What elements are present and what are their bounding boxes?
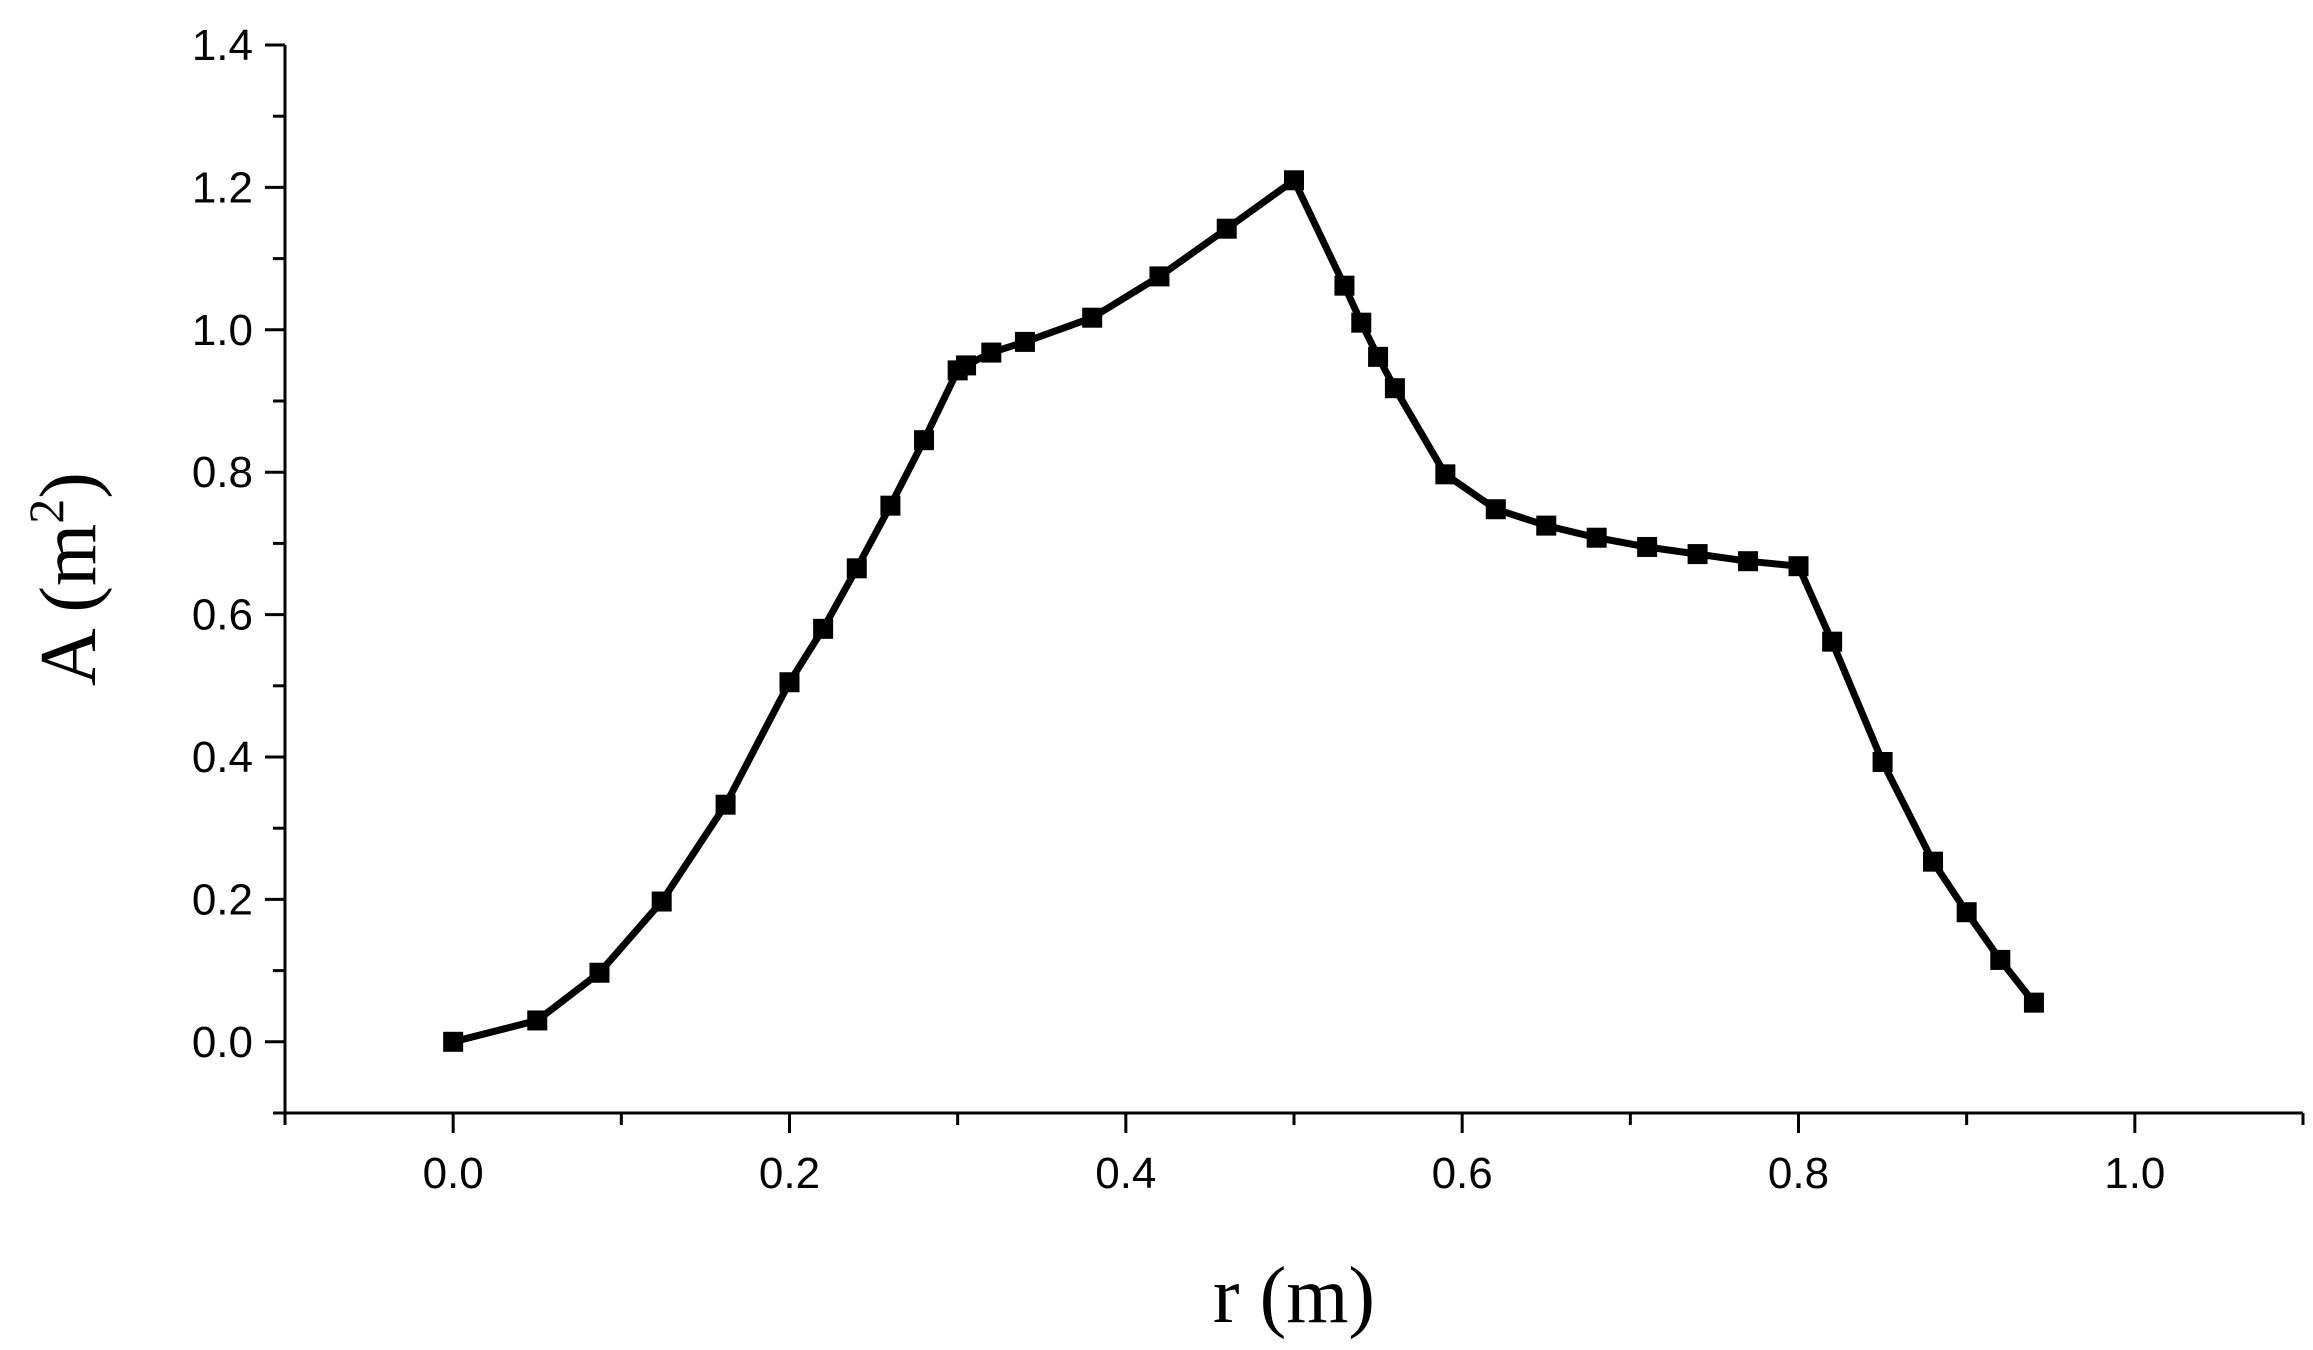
- data-point: [2023, 992, 2044, 1013]
- data-point: [443, 1031, 464, 1052]
- y-axis-title-sup: 2: [18, 499, 74, 524]
- data-point: [1284, 170, 1304, 191]
- data-point: [981, 342, 1002, 363]
- x-tick-label: 0.6: [1432, 1149, 1493, 1198]
- x-axis-title: r (m): [1213, 1252, 1375, 1340]
- x-tick-label: 1.0: [2104, 1149, 2165, 1198]
- data-point: [1368, 346, 1389, 367]
- x-tick-label: 0.2: [759, 1149, 820, 1198]
- data-point: [1586, 527, 1607, 548]
- x-tick-label: 0.8: [1768, 1149, 1829, 1198]
- data-point: [1149, 266, 1170, 287]
- data-point: [589, 962, 610, 983]
- y-tick-label: 0.6: [192, 591, 253, 640]
- data-point: [1637, 536, 1658, 557]
- data-point: [1687, 544, 1708, 565]
- tick-labels: 0.0 0.2 0.4 0.6 0.8 1.0 0.0 0.2 0.4 0.6 0.8 1.0 1.2 1…: [192, 21, 2166, 1198]
- data-point: [1872, 751, 1893, 772]
- y-axis-title: A (m2): [18, 472, 113, 686]
- data-point: [779, 672, 800, 693]
- y-tick-label: 1.2: [192, 163, 253, 212]
- data-point: [1334, 275, 1355, 296]
- data-point: [1923, 851, 1944, 872]
- data-point: [527, 1010, 548, 1031]
- series: [443, 170, 2044, 1052]
- y-axis-title-close: ): [25, 472, 113, 499]
- data-point: [1384, 378, 1405, 399]
- data-point: [914, 430, 935, 451]
- data-point: [1351, 312, 1372, 333]
- data-point: [1435, 464, 1456, 485]
- data-point: [1485, 499, 1506, 520]
- data-point: [956, 355, 977, 376]
- y-tick-label: 0.0: [192, 1018, 253, 1067]
- y-tick-label: 1.0: [192, 306, 253, 355]
- data-point: [1536, 515, 1557, 536]
- data-point: [1990, 949, 2011, 970]
- data-point: [1822, 631, 1843, 652]
- y-tick-label: 1.4: [192, 21, 253, 70]
- data-point: [1956, 902, 1977, 923]
- x-tick-label: 0.4: [1095, 1149, 1156, 1198]
- ticks: [265, 43, 2305, 1133]
- x-tick-label: 0.0: [423, 1149, 484, 1198]
- data-point: [1738, 551, 1759, 572]
- data-point: [1216, 218, 1237, 239]
- y-tick-label: 0.4: [192, 733, 253, 782]
- data-point: [1082, 307, 1103, 328]
- data-point: [846, 558, 867, 579]
- series-line: [452, 176, 2037, 1046]
- y-tick-label: 0.2: [192, 875, 253, 924]
- data-point: [1014, 331, 1035, 352]
- data-point: [715, 794, 736, 815]
- y-tick-label: 0.8: [192, 448, 253, 497]
- data-point: [651, 891, 672, 912]
- data-point: [1788, 556, 1809, 577]
- data-point: [880, 495, 901, 516]
- data-point: [813, 618, 834, 639]
- y-axis-title-main: A (m: [25, 524, 113, 686]
